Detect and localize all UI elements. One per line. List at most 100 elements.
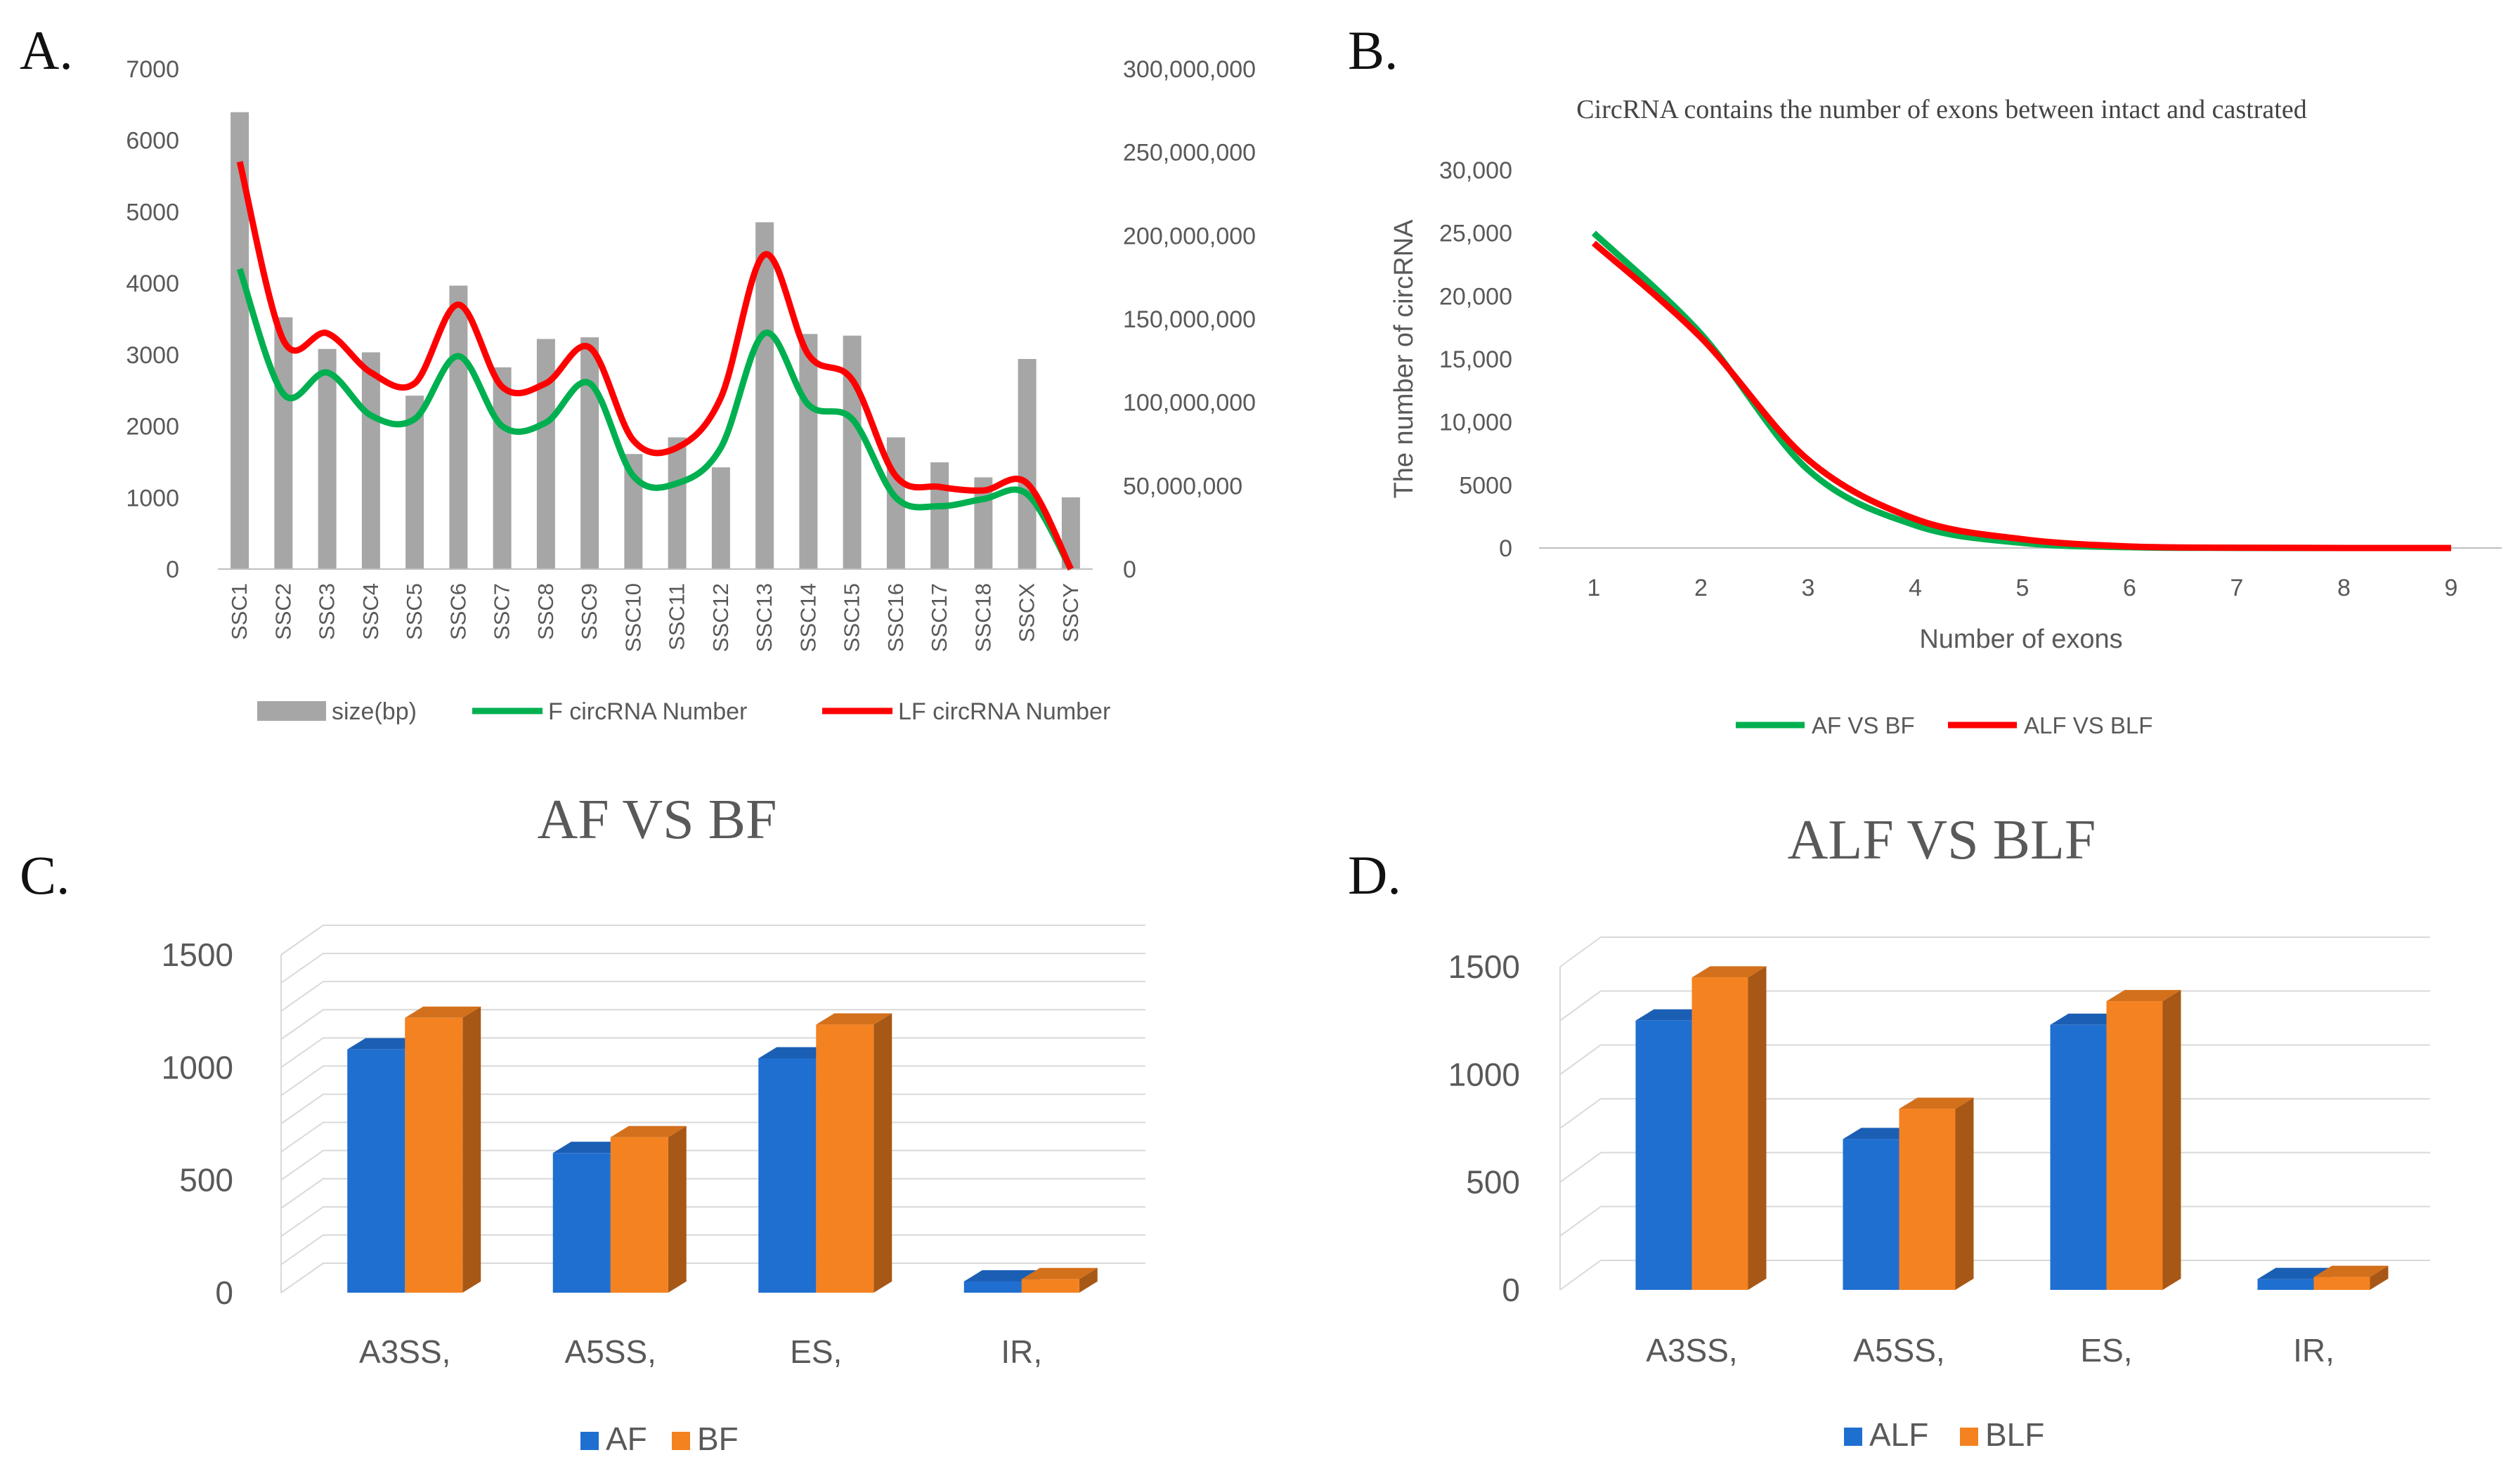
x-tick-label: SSC7 (490, 583, 514, 640)
right-tick-label: 0 (1123, 556, 1136, 583)
left-tick-label: 0 (166, 556, 179, 583)
x-tick-label: SSC8 (533, 583, 558, 640)
bar-size-ssc7 (493, 367, 512, 569)
legend-label-bf: BF (697, 1421, 739, 1457)
y-tick-label: 25,000 (1439, 221, 1512, 247)
bar-top-face (963, 1270, 1040, 1281)
right-tick-label: 50,000,000 (1123, 473, 1242, 500)
gridline (280, 981, 1145, 1012)
bar-top-face (552, 1142, 629, 1154)
right-tick-label: 250,000,000 (1123, 140, 1256, 167)
y-tick-label: 20,000 (1439, 283, 1512, 310)
bar-bf-ir (1021, 1267, 1098, 1293)
y-tick-label: 500 (1466, 1164, 1520, 1201)
x-tick-label: SSC3 (315, 583, 339, 640)
left-tick-label: 2000 (126, 414, 179, 440)
bar-front-face (552, 1153, 611, 1293)
x-tick-label: SSC10 (621, 583, 645, 652)
bar-front-face (2050, 1024, 2107, 1290)
bar-front-face (1635, 1020, 1692, 1290)
legend-label-alf: ALF (1869, 1416, 1928, 1453)
bar-front-face (405, 1017, 463, 1293)
left-tick-label: 6000 (126, 128, 179, 155)
bar-blf-a3ss (1691, 966, 1767, 1290)
x-tick-label: 2 (1694, 575, 1708, 601)
x-tick-label: SSC14 (795, 583, 820, 652)
bar-front-face (2106, 1001, 2163, 1290)
x-tick-label: 6 (2123, 575, 2136, 601)
right-tick-label: 100,000,000 (1123, 390, 1256, 417)
bar-size-ssc3 (318, 348, 337, 569)
bar-front-face (347, 1049, 405, 1293)
bar-side-face (873, 1013, 892, 1293)
left-tick-label: 4000 (126, 270, 179, 297)
x-tick-label: SSC2 (271, 583, 295, 640)
chart-c-af-vs-bf: AF VS BF 0 500 1000 1500 A3SS, A5SS, ES, IR, AF BF (162, 789, 1145, 1457)
x-tick-label: A3SS, (1646, 1332, 1737, 1369)
legend-swatch-bf (672, 1432, 690, 1450)
y-tick-label: 500 (179, 1162, 233, 1199)
bar-top-face (816, 1013, 892, 1025)
bar-size-sscx (1018, 358, 1037, 569)
left-tick-label: 7000 (126, 56, 179, 83)
bar-top-face (610, 1125, 687, 1137)
y-tick-label: 15,000 (1439, 346, 1512, 373)
bar-top-face (1691, 966, 1767, 978)
x-tick-label: SSC12 (708, 583, 733, 652)
bar-front-face (2257, 1279, 2314, 1290)
x-tick-label: SSCY (1058, 583, 1083, 642)
right-tick-label: 300,000,000 (1123, 56, 1256, 83)
chart-title: ALF VS BLF (1788, 809, 2096, 871)
x-tick-label: 5 (2016, 575, 2029, 601)
chart-b-exon-count: CircRNA contains the number of exons bet… (1389, 95, 2502, 738)
left-tick-label: 5000 (126, 199, 179, 226)
y-tick-label: 1000 (1448, 1056, 1520, 1092)
x-tick-label: 4 (1909, 575, 1922, 601)
x-tick-label: 8 (2337, 575, 2351, 601)
bar-size-ssc12 (711, 467, 730, 569)
y-tick-label: 30,000 (1439, 157, 1512, 184)
y-tick-label: 1000 (162, 1049, 233, 1085)
bar-top-face (405, 1006, 481, 1018)
bar-size-ssc6 (449, 285, 468, 569)
x-tick-label: 1 (1587, 575, 1601, 601)
panel-b-letter: B. (1348, 20, 1398, 81)
bar-front-face (963, 1281, 1022, 1293)
bar-side-face (668, 1125, 687, 1293)
left-tick-label: 1000 (126, 485, 179, 511)
x-tick-label: SSC15 (840, 583, 864, 652)
y-tick-label: 10,000 (1439, 410, 1512, 436)
bar-front-face (758, 1058, 817, 1293)
gridline (280, 1009, 1145, 1040)
legend-swatch-blf (1960, 1428, 1978, 1446)
bar-side-face (1955, 1097, 1974, 1290)
bar-side-face (1079, 1267, 1098, 1293)
chart-b-title: CircRNA contains the number of exons bet… (1576, 95, 2306, 124)
bar-side-face (2162, 990, 2181, 1290)
legend-label-size: size(bp) (332, 698, 417, 725)
x-tick-label: SSC18 (970, 583, 995, 652)
x-tick-label: SSC11 (665, 583, 689, 651)
x-tick-label: ES, (790, 1333, 842, 1370)
gridline (280, 925, 1145, 955)
line-f-circrna-number (236, 268, 1074, 571)
legend-swatch-alf (1844, 1428, 1862, 1446)
x-tick-label: 9 (2445, 575, 2458, 601)
bar-bf-es (816, 1013, 892, 1293)
legend-label-af-vs-bf: AF VS BF (1812, 712, 1915, 738)
legend-label-lf: LF circRNA Number (898, 698, 1110, 725)
x-axis-title: Number of exons (1919, 625, 2122, 654)
bar-top-face (1843, 1128, 1918, 1140)
bar-blf-a5ss (1899, 1097, 1974, 1290)
bar-bf-a5ss (610, 1125, 687, 1293)
bar-size-ssc13 (755, 222, 774, 569)
x-tick-label: SSC13 (752, 583, 777, 652)
chart-a-chromosome-circrna: 0 1000 2000 3000 4000 5000 6000 7000 0 50,000,000… (126, 56, 1256, 725)
y-tick-label: 0 (1499, 535, 1512, 562)
bar-front-face (1843, 1139, 1899, 1290)
x-tick-label: SSC9 (577, 583, 602, 640)
legend-swatch-size (257, 701, 326, 721)
x-tick-label: A5SS, (565, 1333, 656, 1370)
bar-top-face (2106, 990, 2181, 1002)
